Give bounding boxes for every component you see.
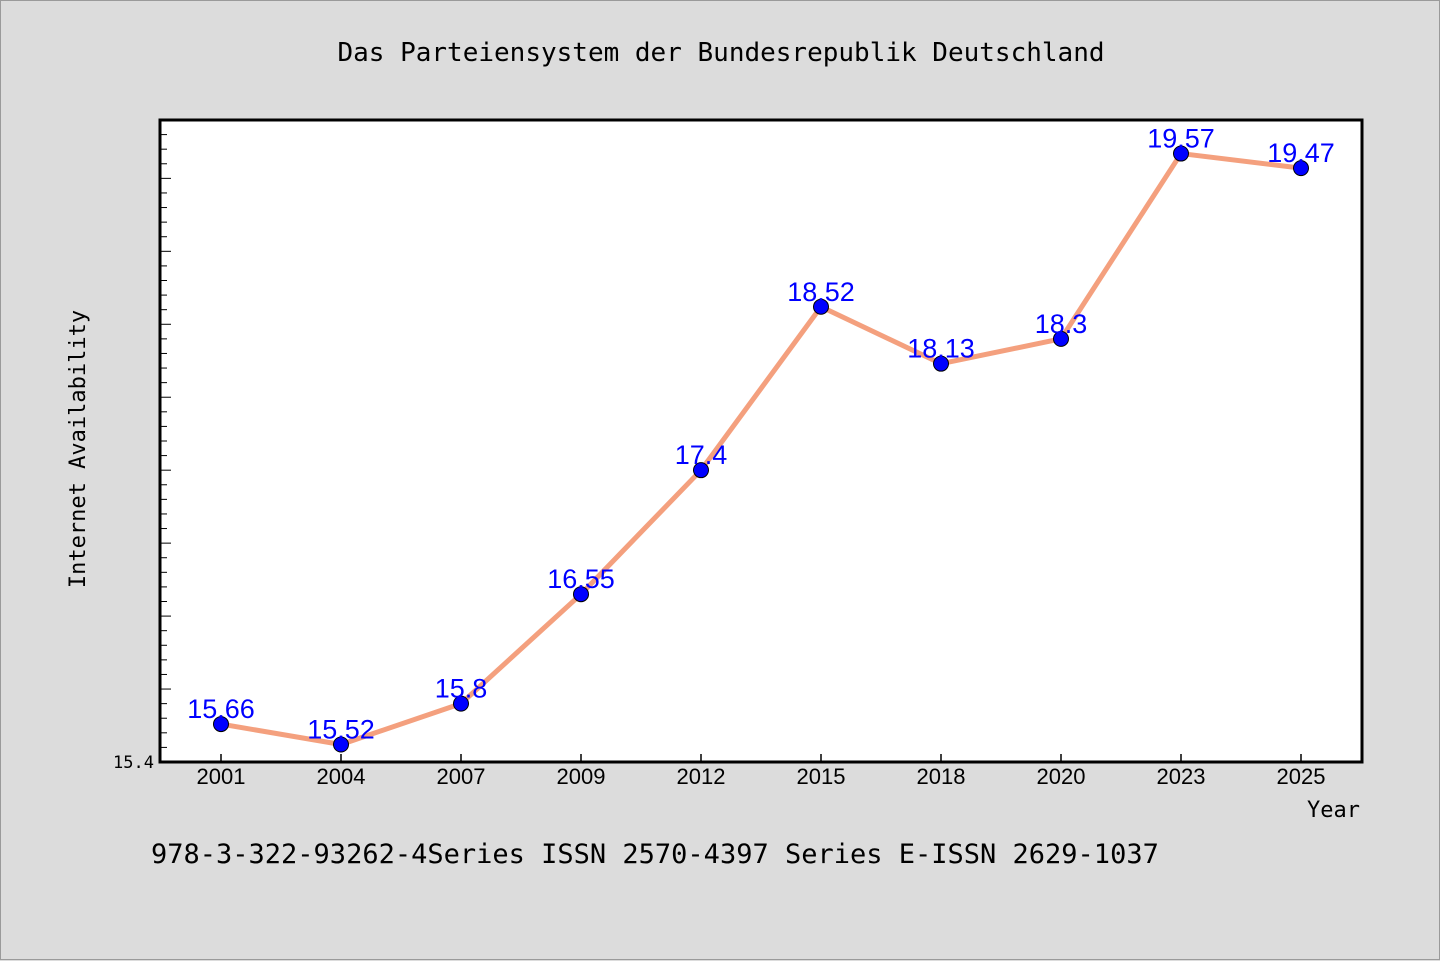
x-tick-label: 2009	[557, 764, 606, 789]
data-label: 18.3	[1035, 309, 1088, 339]
data-label: 19.57	[1147, 124, 1215, 154]
data-point	[933, 355, 949, 372]
data-label: 15.8	[435, 674, 488, 704]
x-axis-label: Year	[1307, 798, 1360, 823]
x-tick-label: 2015	[797, 764, 846, 789]
series-line	[218, 151, 1304, 747]
y-tick-label: 15.4	[113, 753, 154, 773]
data-point	[213, 716, 229, 733]
x-axis-ticks: 2001 2004 2007 2009 2012 2015 2018 2020 2023 2025	[197, 754, 1326, 789]
x-tick-label: 2007	[437, 764, 486, 789]
data-label: 19.47	[1267, 138, 1335, 168]
y-axis-ticks	[160, 134, 171, 763]
data-label: 18.52	[787, 277, 855, 307]
x-tick-label: 2020	[1037, 764, 1086, 789]
x-tick-label: 2004	[317, 764, 366, 789]
data-point	[333, 736, 349, 753]
data-point	[573, 586, 589, 603]
footer-isbn-text: 978-3-322-93262-4Series ISSN 2570-4397 S…	[151, 839, 1159, 870]
data-point	[813, 298, 829, 315]
data-point	[693, 462, 709, 479]
plot-area	[158, 118, 1364, 764]
data-label: 17.4	[675, 440, 728, 470]
y-axis-label: Internet Availability	[66, 310, 91, 588]
data-point	[453, 695, 469, 712]
x-tick-label: 2012	[677, 764, 726, 789]
x-tick-label: 2023	[1157, 764, 1206, 789]
chart-title: Das Parteiensystem der Bundesrepublik De…	[337, 38, 1104, 68]
data-labels-layer: 15.66 15.52 15.8 16.55 17.4 18.52 18.13 18.3 19.…	[187, 124, 1335, 745]
data-label: 18.13	[907, 334, 975, 364]
data-label: 15.66	[187, 694, 255, 724]
data-point	[1173, 145, 1189, 162]
series-layer	[213, 145, 1309, 753]
x-tick-label: 2025	[1277, 764, 1326, 789]
x-tick-label: 2001	[197, 764, 246, 789]
data-point	[1053, 330, 1069, 347]
x-tick-label: 2018	[917, 764, 966, 789]
data-point	[1293, 160, 1309, 177]
data-label: 15.52	[307, 714, 375, 744]
data-label: 16.55	[547, 564, 615, 594]
